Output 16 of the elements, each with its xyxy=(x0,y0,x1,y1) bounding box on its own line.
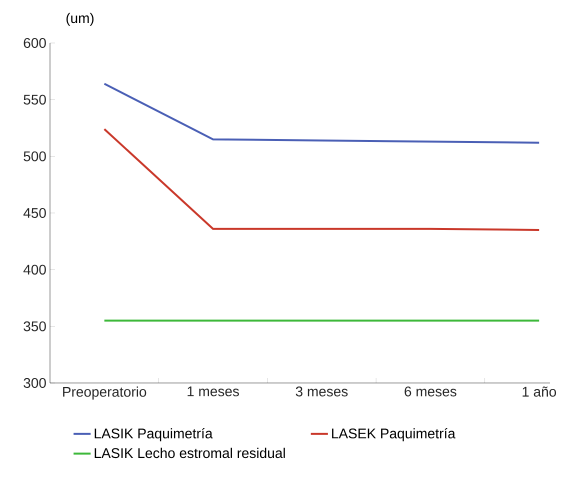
x-tick-label: 6 meses xyxy=(404,386,456,396)
x-tick-label: 1 año xyxy=(522,386,556,397)
y-tick-label: 300 xyxy=(24,378,46,388)
legend-label: LASIK Paquimetría xyxy=(94,428,213,442)
legend-label: LASEK Paquimetría xyxy=(332,428,456,442)
x-tick-label: 1 meses xyxy=(188,386,239,396)
y-tick-label: 600 xyxy=(24,38,46,48)
y-tick-label: 550 xyxy=(24,94,46,105)
y-tick-label: 350 xyxy=(24,321,46,332)
y-tick-label: 450 xyxy=(23,208,46,218)
y-axis-title: (um) xyxy=(66,12,94,26)
legend-label: LASIK Lecho estromal residual xyxy=(94,448,285,458)
x-tick-label: 3 meses xyxy=(296,386,348,396)
y-tick-label: 500 xyxy=(24,151,46,162)
y-tick-label: 400 xyxy=(23,264,46,275)
x-tick-label: Preoperatorio xyxy=(63,386,146,400)
